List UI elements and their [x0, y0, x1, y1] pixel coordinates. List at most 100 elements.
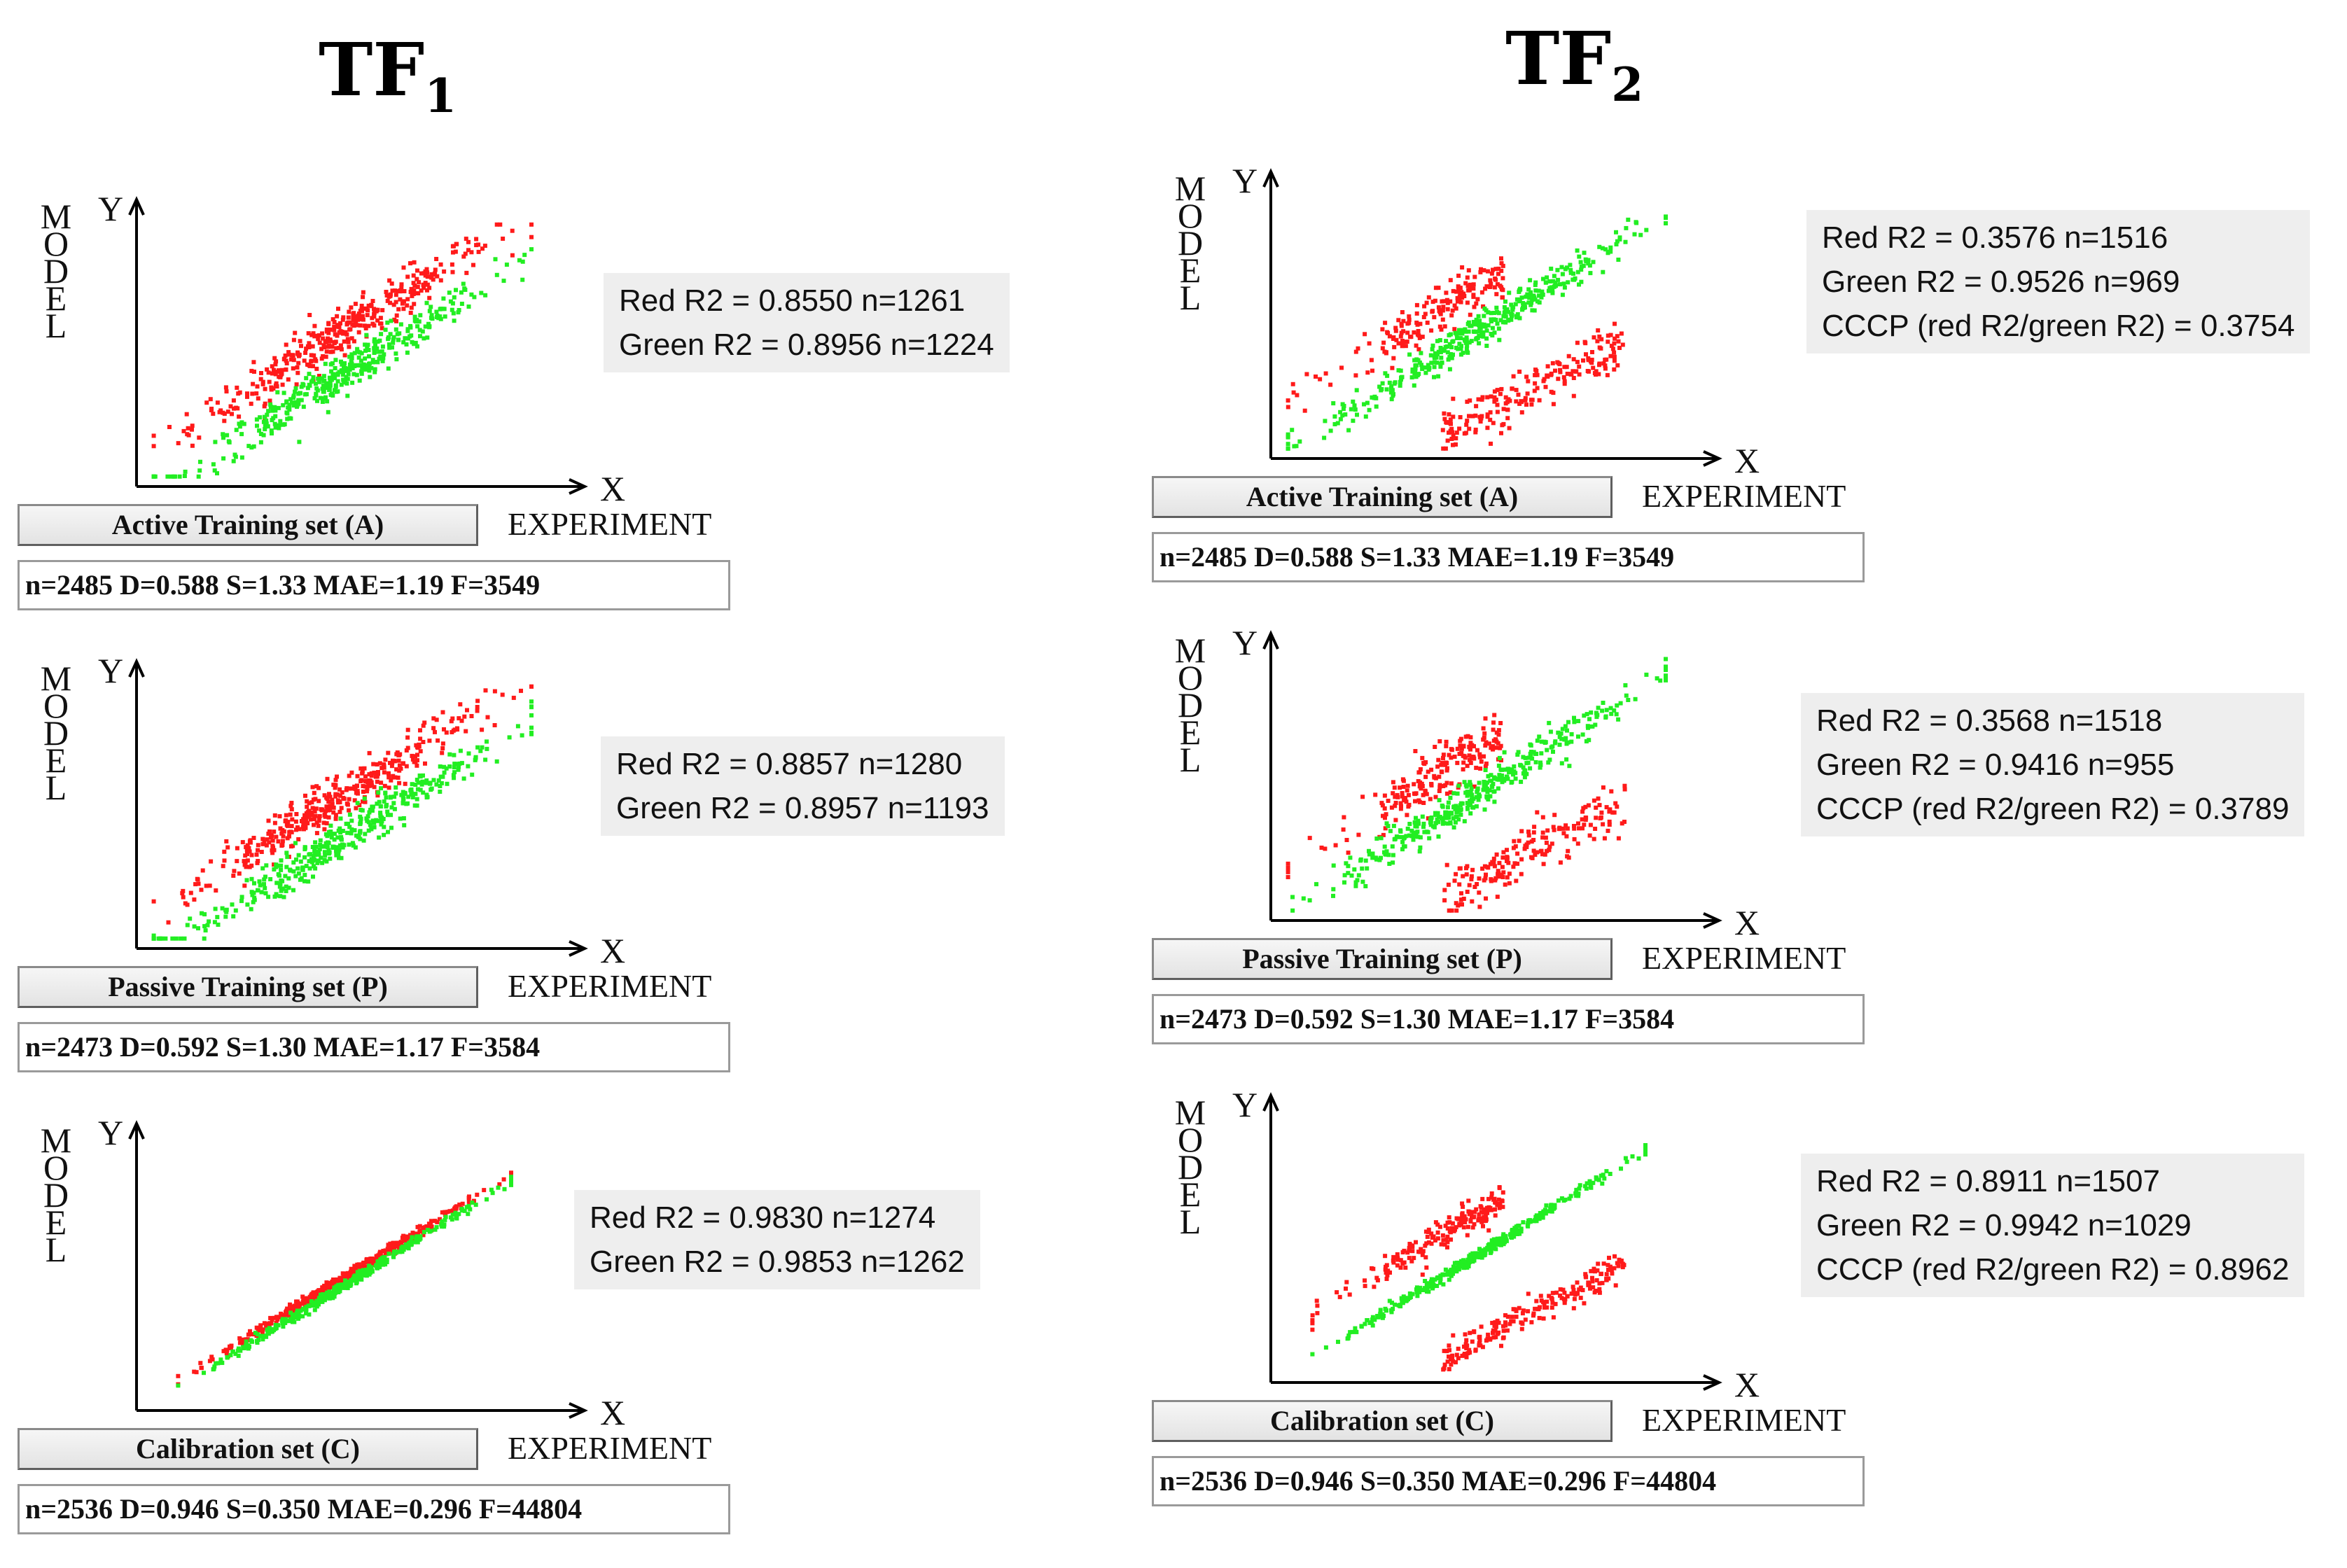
- point-red: [1395, 794, 1400, 799]
- point-red: [1545, 828, 1550, 833]
- point-red: [418, 1229, 423, 1233]
- point-green: [1445, 805, 1450, 810]
- point-red: [1473, 427, 1478, 432]
- point-red: [1496, 272, 1500, 276]
- point-red: [1428, 797, 1433, 802]
- point-red: [272, 830, 277, 834]
- point-red: [337, 787, 342, 792]
- point-red: [260, 836, 265, 841]
- set-selector-button[interactable]: Calibration set (C): [1152, 1400, 1613, 1442]
- point-red: [427, 286, 432, 290]
- point-green: [1349, 407, 1353, 412]
- point-green: [517, 258, 522, 262]
- metrics-field: n=2485 D=0.588 S=1.33 MAE=1.19 F=3549: [1152, 532, 1865, 582]
- point-green: [1528, 292, 1533, 297]
- point-green: [1430, 347, 1435, 351]
- point-green: [1475, 786, 1480, 791]
- point-red: [1393, 818, 1398, 822]
- point-green: [1548, 729, 1553, 734]
- point-green: [425, 1228, 430, 1232]
- point-green: [1434, 351, 1439, 356]
- point-red: [425, 274, 430, 279]
- point-green: [279, 878, 284, 883]
- point-green: [252, 881, 256, 886]
- point-green: [1488, 778, 1493, 783]
- point-red: [1565, 854, 1570, 859]
- point-red: [1477, 904, 1482, 909]
- point-red: [1603, 366, 1608, 371]
- point-red: [1369, 358, 1374, 363]
- point-red: [1435, 1222, 1440, 1227]
- point-red: [1485, 412, 1490, 417]
- point-red: [1609, 1268, 1614, 1273]
- point-red: [256, 1328, 260, 1333]
- point-red: [246, 1332, 251, 1337]
- point-green: [468, 1207, 473, 1212]
- point-red: [1468, 285, 1473, 290]
- point-red: [230, 412, 234, 416]
- point-green: [330, 372, 335, 377]
- point-green: [298, 391, 302, 396]
- set-selector-button[interactable]: Active Training set (A): [1152, 476, 1613, 518]
- point-green: [1292, 444, 1297, 449]
- point-green: [425, 335, 430, 340]
- point-red: [1565, 372, 1570, 376]
- point-red: [1328, 382, 1333, 387]
- point-green: [312, 864, 316, 869]
- point-green: [459, 1208, 464, 1213]
- series-green: [151, 699, 534, 941]
- set-selector-button[interactable]: Calibration set (C): [18, 1428, 478, 1470]
- point-red: [1461, 897, 1466, 901]
- point-green: [386, 830, 390, 834]
- point-red: [1346, 850, 1351, 855]
- point-green: [1409, 828, 1414, 833]
- point-red: [299, 344, 303, 349]
- series-green: [1286, 214, 1668, 451]
- point-red: [1488, 278, 1493, 283]
- point-red: [387, 278, 392, 283]
- point-green: [307, 383, 312, 388]
- point-red: [1593, 827, 1598, 831]
- point-red: [1446, 882, 1451, 887]
- point-green: [356, 834, 361, 839]
- point-green: [1587, 738, 1592, 743]
- point-green: [293, 386, 298, 391]
- point-red: [1571, 376, 1576, 380]
- point-green: [1286, 435, 1290, 440]
- point-red: [1449, 1357, 1453, 1362]
- point-red: [1505, 400, 1510, 405]
- point-red: [305, 799, 309, 804]
- point-red: [1575, 340, 1580, 345]
- point-green: [1390, 1301, 1394, 1306]
- point-green: [343, 1284, 348, 1289]
- set-selector-button[interactable]: Active Training set (A): [18, 504, 478, 546]
- point-red: [1500, 1205, 1505, 1210]
- point-green: [417, 328, 422, 332]
- point-green: [320, 860, 325, 865]
- point-green: [323, 361, 328, 366]
- point-red: [1480, 866, 1485, 871]
- point-red: [348, 1270, 353, 1275]
- point-green: [1532, 308, 1537, 313]
- point-red: [1498, 721, 1503, 725]
- point-green: [1482, 314, 1486, 318]
- x-axis-arrow: [1703, 1374, 1722, 1391]
- point-red: [1444, 290, 1449, 295]
- point-red: [285, 823, 290, 828]
- point-green: [1515, 312, 1520, 316]
- point-red: [1588, 822, 1593, 827]
- point-green: [376, 790, 381, 795]
- point-red: [1472, 885, 1477, 889]
- point-red: [176, 441, 181, 446]
- point-green: [401, 816, 406, 820]
- point-green: [351, 843, 356, 848]
- point-red: [256, 843, 260, 848]
- set-selector-button[interactable]: Passive Training set (P): [18, 966, 478, 1008]
- point-red: [1519, 1320, 1524, 1325]
- series-green: [151, 247, 534, 479]
- point-green: [1388, 390, 1393, 395]
- point-green: [1400, 839, 1405, 844]
- set-selector-button[interactable]: Passive Training set (P): [1152, 938, 1613, 980]
- point-green: [1418, 835, 1423, 840]
- point-red: [1407, 1246, 1412, 1250]
